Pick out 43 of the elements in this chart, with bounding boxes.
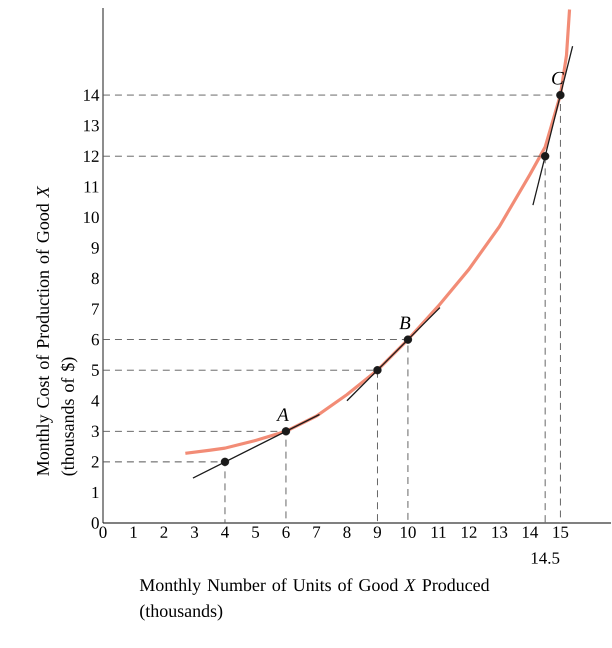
y-tick-label: 8: [92, 272, 99, 284]
y-tick-label: 0: [92, 517, 99, 529]
text: Monthly Cost of Production of Good X (thousands of $): [36, 186, 78, 476]
y-tick-label: 7: [92, 304, 99, 315]
x-tick-label: 15: [553, 526, 568, 538]
x-tick-label: 9: [374, 526, 381, 538]
y-tick-label: 6: [92, 334, 99, 346]
y-tick-label: 14: [84, 90, 100, 101]
x-tick-label: 12: [462, 526, 476, 538]
y-tick-label: 13: [84, 120, 99, 132]
x-tick-label: 11: [432, 526, 446, 538]
x-tick-label: 2: [160, 526, 168, 538]
x-tick-label: 6: [282, 526, 290, 538]
x-tick-label: 13: [492, 526, 508, 538]
x-tick-label: 3: [191, 526, 198, 538]
x-tick-label: 10: [400, 526, 416, 538]
annotation: C: [552, 72, 564, 85]
y-tick-label: 2: [92, 456, 99, 468]
x-tick-label: 1: [130, 526, 137, 538]
point: [404, 335, 412, 344]
point: [540, 152, 550, 160]
y-tick-label: 9: [92, 242, 99, 254]
x-tick-label: 7: [313, 526, 320, 538]
point: [220, 458, 230, 466]
y-tick-label: 1: [92, 486, 98, 498]
y-tick-label: 4: [91, 395, 100, 406]
point: [282, 427, 290, 436]
x-tick-label: 8: [343, 526, 351, 538]
annotation: A: [276, 408, 289, 421]
y-tick-label: 10: [84, 212, 99, 224]
annotation: 14.5: [532, 552, 560, 564]
x-tick-label: 5: [252, 526, 260, 538]
point: [373, 366, 382, 374]
x-tick-label: 14: [522, 526, 538, 538]
y-tick-label: 11: [84, 181, 98, 192]
annotation: B: [399, 316, 410, 330]
x-tick-label: 4: [221, 526, 229, 538]
y-tick-label: 5: [92, 364, 99, 376]
text: Monthly Number of Units of Good X Produced (thousands): [140, 578, 490, 621]
y-tick-label: 3: [92, 426, 99, 438]
y-tick-label: 12: [84, 150, 99, 162]
point: [556, 90, 565, 100]
x-tick-label: 0: [99, 526, 107, 538]
